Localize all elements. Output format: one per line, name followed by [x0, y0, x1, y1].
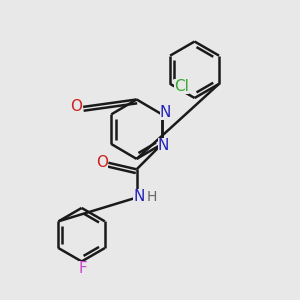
- Text: H: H: [147, 190, 157, 204]
- Text: Cl: Cl: [174, 79, 189, 94]
- Text: N: N: [134, 190, 145, 205]
- Text: O: O: [96, 155, 108, 170]
- Text: F: F: [79, 261, 88, 276]
- Text: N: N: [160, 105, 171, 120]
- Text: O: O: [70, 99, 83, 114]
- Text: N: N: [158, 138, 169, 153]
